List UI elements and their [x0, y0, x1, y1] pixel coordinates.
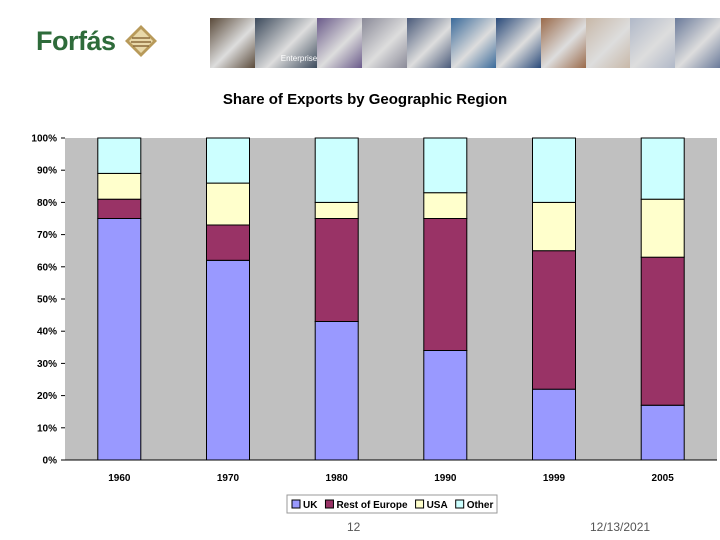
legend-label: Other [467, 500, 494, 511]
bar-segment [206, 259, 250, 461]
diamond-logo-icon [124, 25, 157, 57]
banner-photo: Enterprise [254, 18, 318, 68]
y-tick-label: 30% [37, 359, 57, 370]
x-tick-label: 1960 [108, 473, 131, 484]
legend-box [286, 494, 498, 514]
legend-swatch [455, 499, 465, 509]
slide-header: Forfás Enterprise [0, 0, 720, 80]
bar-segment [423, 137, 468, 194]
bar-segment [423, 218, 468, 351]
banner-caption: Enterprise [280, 54, 318, 63]
legend: UK Rest of Europe USA Other [286, 494, 498, 514]
legend-swatch [324, 499, 334, 509]
bar-segment [532, 388, 576, 461]
page-number: 12 [347, 520, 361, 534]
bar-segment [97, 198, 142, 219]
y-tick-label: 100% [31, 134, 57, 145]
bar-segment [640, 137, 685, 200]
y-axis-ticks: 0% 10% 20% 30% 40% 50% 60% 70% 80% 90% 100% [31, 134, 65, 467]
bar-segment [640, 256, 685, 406]
banner-photo [210, 18, 255, 68]
x-tick-label: 2005 [652, 473, 675, 484]
bar-segment [423, 350, 468, 461]
banner-photo [451, 18, 497, 68]
banner-photo [317, 18, 362, 68]
plot-area [65, 138, 717, 460]
bar-segment [532, 250, 576, 390]
legend-swatch [415, 499, 425, 509]
slide-date: 12/13/2021 [590, 520, 651, 534]
x-tick-label: 1970 [217, 473, 240, 484]
x-tick-label: 1980 [326, 473, 349, 484]
bar-segment [97, 137, 142, 174]
bar-segment [314, 137, 359, 203]
banner-photo [675, 18, 720, 68]
y-tick-label: 10% [37, 423, 57, 434]
photo-banner: Enterprise [210, 18, 720, 68]
bar-segment [532, 137, 576, 203]
banner-photo [630, 18, 676, 68]
bar-segment [532, 201, 576, 252]
bar-segment [640, 404, 685, 461]
banner-photo [406, 18, 452, 68]
x-tick-label: 1990 [434, 473, 457, 484]
bar-segment [314, 321, 359, 461]
forfas-logo: Forfás [36, 24, 158, 58]
banner-photo [540, 18, 586, 68]
y-tick-label: 70% [37, 230, 57, 241]
y-tick-label: 20% [37, 391, 57, 402]
bar-segment [97, 218, 142, 461]
y-tick-label: 40% [37, 327, 57, 338]
bar-segment [97, 172, 142, 200]
y-tick-label: 0% [43, 456, 58, 467]
banner-photo [361, 18, 407, 68]
bar-segment [206, 137, 250, 184]
bar-segment [206, 224, 250, 261]
x-axis-ticks: 1960 1970 1980 1990 1999 2005 [65, 459, 717, 484]
y-tick-label: 80% [37, 198, 57, 209]
logo-text: Forfás [36, 25, 116, 56]
bar-segment [206, 182, 250, 226]
banner-photo [496, 18, 541, 68]
bar-segment [640, 198, 685, 258]
bar-segment [423, 192, 468, 219]
x-tick-label: 1999 [543, 473, 566, 484]
y-tick-label: 90% [37, 166, 57, 177]
legend-label: USA [427, 500, 448, 511]
legend-swatch [291, 499, 301, 509]
bars-group [97, 137, 685, 461]
y-tick-label: 50% [37, 295, 57, 306]
chart-title: Share of Exports by Geographic Region [223, 91, 507, 108]
bar-segment [314, 218, 359, 322]
legend-label: UK [303, 500, 318, 511]
bar-segment [314, 201, 359, 219]
legend-label: Rest of Europe [336, 500, 408, 511]
banner-photo [585, 18, 631, 68]
y-tick-label: 60% [37, 262, 57, 273]
